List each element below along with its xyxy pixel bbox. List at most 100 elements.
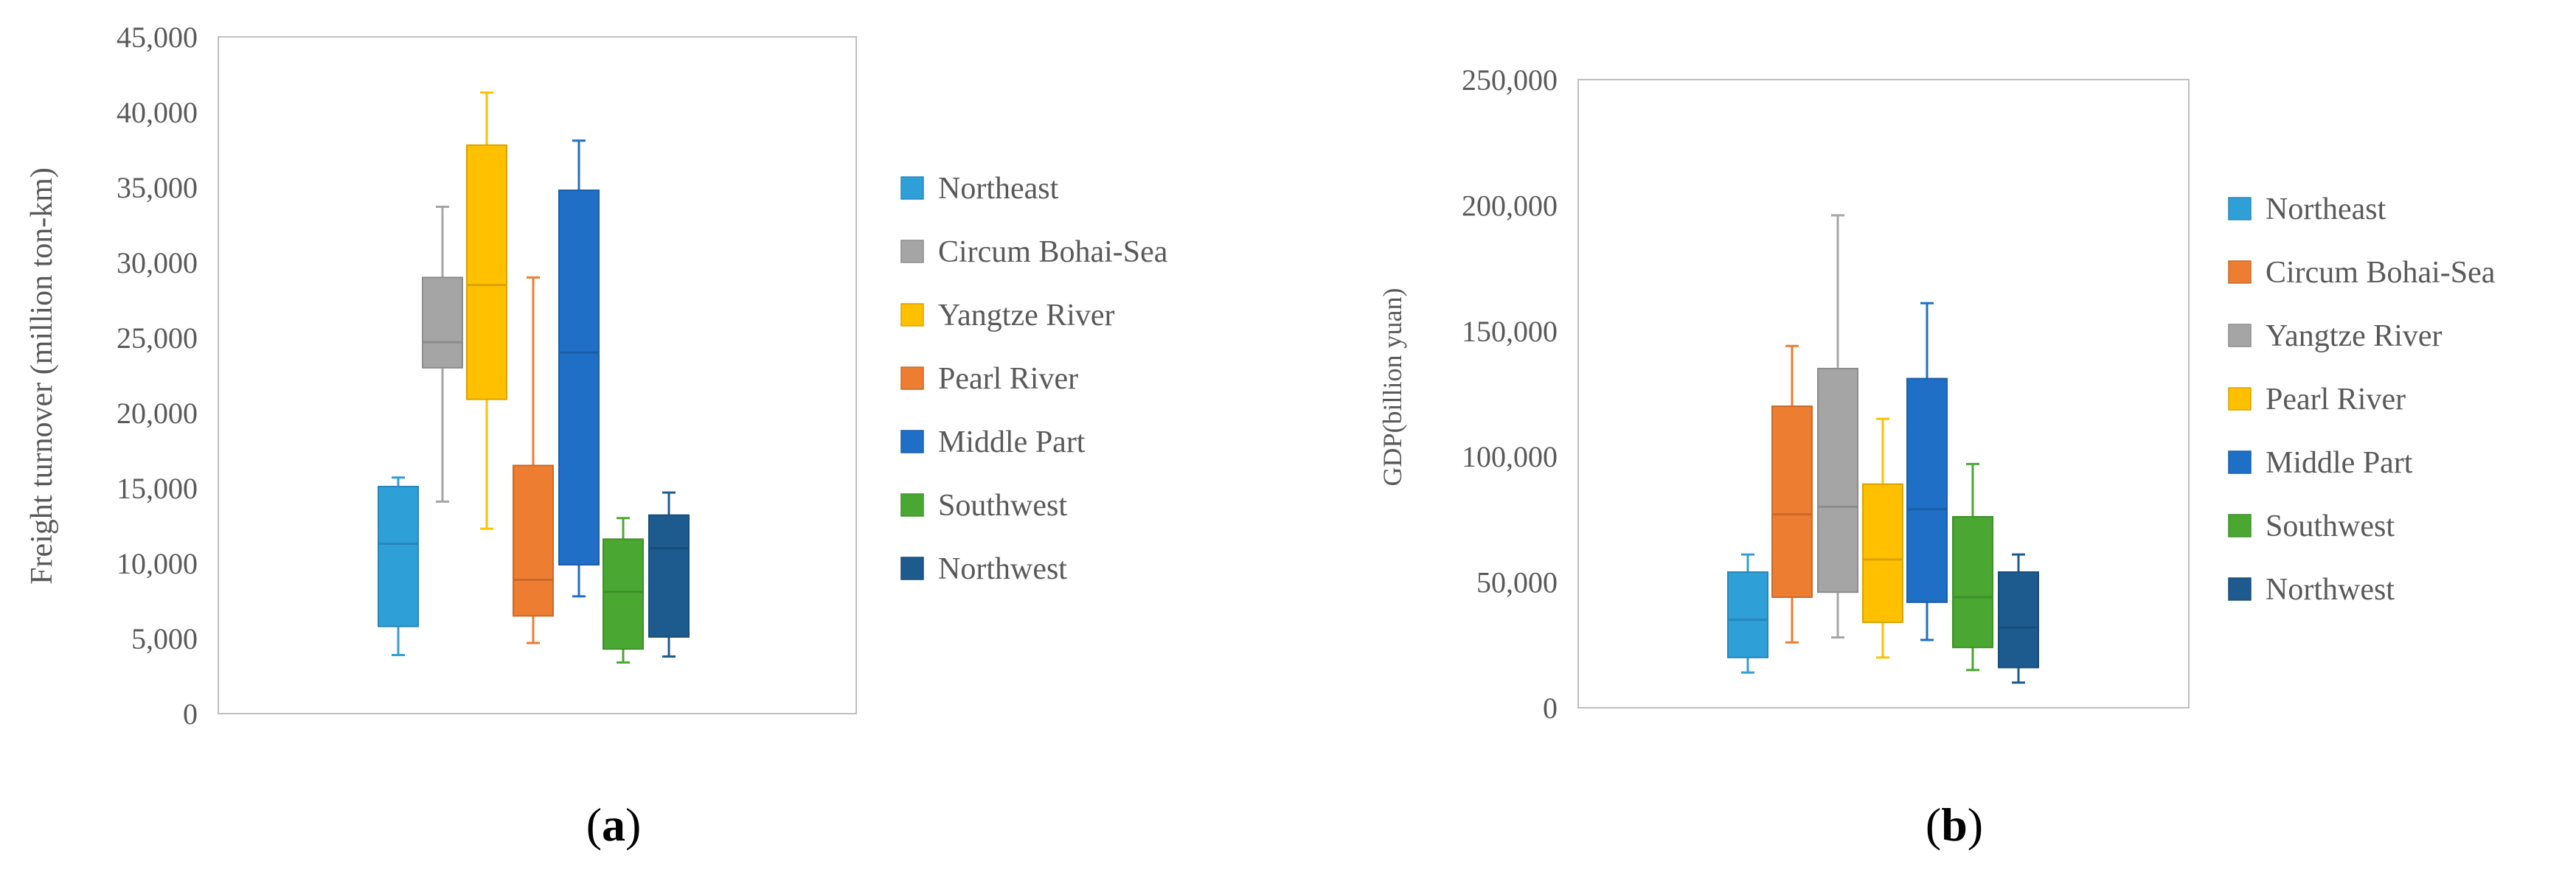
legend-label: Northeast: [938, 172, 1059, 206]
legend-swatch: [900, 303, 924, 327]
legend-item: Northwest: [2228, 573, 2395, 607]
legend-label: Middle Part: [2266, 446, 2413, 480]
box-iqr: [1952, 515, 1993, 649]
box-iqr: [378, 485, 419, 627]
box-iqr: [1906, 377, 1948, 603]
box-middle-part: [558, 139, 600, 598]
box-iqr: [1817, 367, 1858, 593]
legend-swatch: [2228, 450, 2252, 474]
legend-label: Yangtze River: [938, 299, 1115, 332]
box-southwest: [1952, 462, 1993, 672]
box-northwest: [1998, 553, 2039, 684]
box-iqr: [558, 189, 600, 566]
y-tick-label: 0: [183, 697, 198, 731]
legend-label: Pearl River: [2266, 383, 2406, 417]
y-tick-label: 10,000: [117, 547, 198, 580]
legend-label: Circum Bohai-Sea: [938, 235, 1168, 269]
legend-swatch: [900, 430, 924, 453]
legend-swatch: [2228, 387, 2252, 411]
box-iqr: [1727, 571, 1768, 658]
box-southwest: [603, 517, 644, 664]
legend-item: Circum Bohai-Sea: [900, 235, 1168, 269]
panel-label-a: a: [602, 798, 625, 851]
y-tick-label: 250,000: [1462, 63, 1558, 97]
box-iqr: [1771, 405, 1813, 599]
legend-label: Pearl River: [938, 362, 1078, 396]
panel-caption-a: (a): [586, 798, 642, 851]
legend-item: Yangtze River: [900, 299, 1115, 332]
legend-label: Middle Part: [938, 425, 1086, 459]
legend-item: Yangtze River: [2228, 319, 2443, 353]
legend-swatch: [900, 240, 924, 263]
legend-item: Circum Bohai-Sea: [2228, 256, 2496, 290]
box-iqr: [422, 276, 463, 369]
legend-label: Yangtze River: [2266, 319, 2443, 353]
box-iqr: [648, 514, 690, 638]
y-tick-label: 50,000: [1476, 566, 1558, 599]
y-tick-label: 20,000: [117, 397, 198, 430]
y-tick-label: 35,000: [117, 171, 198, 204]
box-circum-bohai-sea: [422, 206, 463, 503]
legend-item: Northeast: [2228, 192, 2386, 226]
box-iqr: [603, 538, 644, 650]
legend-swatch: [900, 176, 924, 200]
chart-panel-b: 0 50,000 100,000 150,000 200,000 250,000 GDP(…: [1378, 63, 2496, 851]
box-circum-bohai-sea: [1771, 344, 1813, 644]
legend-item: Southwest: [900, 489, 1067, 523]
legend-swatch: [2228, 514, 2252, 537]
y-tick-label: 100,000: [1462, 440, 1558, 473]
legend-item: Northeast: [900, 172, 1059, 206]
y-tick-label: 25,000: [117, 321, 198, 355]
box-iqr: [1998, 571, 2039, 669]
y-tick-label: 40,000: [117, 96, 198, 129]
y-tick-label: 30,000: [117, 246, 198, 279]
box-iqr: [1862, 483, 1903, 624]
box-northwest: [648, 491, 690, 658]
chart-panel-a: 0 5,000 10,000 15,000 20,000 25,000 30,000 35,0…: [25, 21, 1168, 851]
y-axis-label-b: GDP(billion yuan): [1378, 288, 1407, 487]
legend-label: Southwest: [2266, 509, 2395, 543]
panel-label-b: b: [1941, 798, 1968, 851]
box-iqr: [466, 144, 507, 400]
y-tick-label: 0: [1543, 692, 1558, 725]
legend-label: Southwest: [938, 489, 1067, 523]
legend-label: Northwest: [938, 552, 1067, 586]
box-northeast: [378, 476, 419, 656]
y-axis-ticks-b: 0 50,000 100,000 150,000 200,000 250,000: [1462, 63, 1558, 725]
box-iqr: [513, 464, 554, 617]
legend-label: Circum Bohai-Sea: [2266, 256, 2496, 290]
y-tick-label: 150,000: [1462, 315, 1558, 348]
legend-swatch: [900, 493, 924, 517]
y-axis-ticks-a: 0 5,000 10,000 15,000 20,000 25,000 30,000 35,0…: [117, 21, 198, 731]
legend-swatch: [2228, 260, 2252, 284]
box-yangtze-river: [1817, 214, 1858, 639]
legend-item: Middle Part: [900, 425, 1086, 459]
panel-caption-b: (b): [1926, 798, 1983, 851]
legend-swatch: [2228, 577, 2252, 601]
legend-item: Southwest: [2228, 509, 2395, 543]
legend-a: Northeast Circum Bohai-Sea Yangtze River Pe…: [900, 172, 1168, 586]
box-middle-part: [1906, 302, 1948, 641]
legend-swatch: [2228, 197, 2252, 220]
legend-item: Pearl River: [900, 362, 1078, 396]
boxes-a: [378, 91, 690, 664]
legend-label: Northeast: [2266, 192, 2386, 226]
y-tick-label: 5,000: [131, 622, 198, 655]
boxes-b: [1727, 214, 2039, 684]
y-tick-label: 200,000: [1462, 189, 1558, 222]
y-tick-label: 15,000: [117, 472, 198, 505]
y-axis-label-a: Freight turnover (million ton-km): [25, 167, 59, 585]
legend-swatch: [900, 557, 924, 580]
box-pearl-river: [1862, 417, 1903, 659]
legend-item: Northwest: [900, 552, 1067, 586]
legend-item: Middle Part: [2228, 446, 2413, 480]
legend-label: Northwest: [2266, 573, 2395, 607]
legend-swatch: [2228, 324, 2252, 347]
box-pearl-river: [513, 276, 554, 644]
legend-item: Pearl River: [2228, 383, 2406, 417]
y-tick-label: 45,000: [117, 21, 198, 54]
legend-swatch: [900, 366, 924, 390]
legend-b: Northeast Circum Bohai-Sea Yangtze River Pe…: [2228, 192, 2496, 607]
box-yangtze-river: [466, 91, 507, 530]
